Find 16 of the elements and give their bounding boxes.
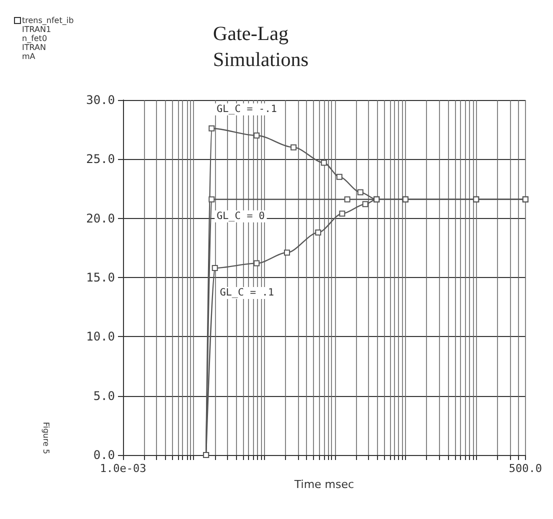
x-axis-title: Time msec [293,478,354,491]
x-tick-label: 500.0 [508,462,542,475]
caption: Figure 5 [42,422,50,454]
series-label: GL_C = 0 [216,210,265,222]
y-tick-label: 15.0 [86,270,115,284]
y-tick-label: 5.0 [93,388,115,403]
text: trens_nfet_ib ITRAN1 n_fet0 ITRAN mA [22,16,74,61]
series-label: GL_C = -.1 [216,104,277,115]
series-label: GL_C = .1 [220,288,274,299]
chart-title: Gate-Lag Simulations [213,23,309,71]
y-tick-label: 20.0 [86,211,115,226]
y-tick-label: 10.0 [86,330,115,344]
y-tick-label: 30.0 [86,93,115,107]
y-tick-label: 25.0 [86,152,115,166]
y-tick-label: 0.0 [93,448,115,462]
x-tick-label: 1.0e-03 [100,462,146,475]
